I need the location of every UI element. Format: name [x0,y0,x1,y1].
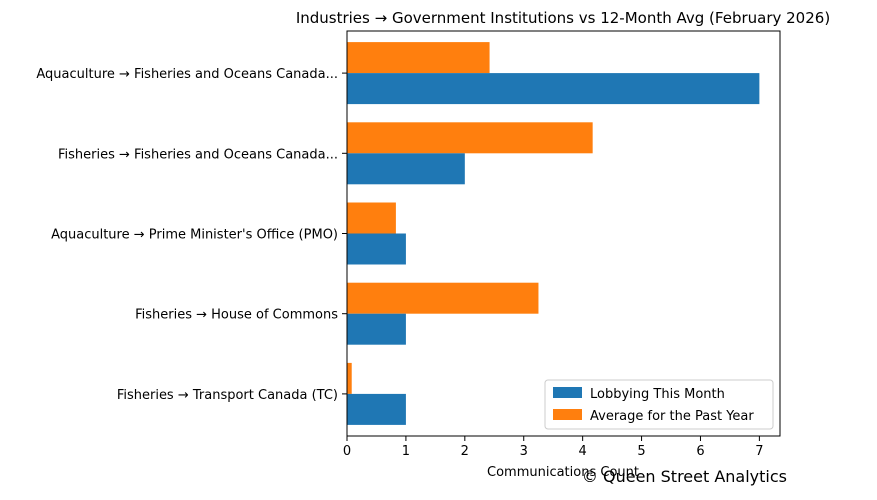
x-tick-label: 7 [755,444,763,459]
y-tick-label: Aquaculture → Prime Minister's Office (P… [51,228,338,243]
bar-this-month [347,313,406,345]
chart-title: Industries → Government Institutions vs … [296,9,830,27]
y-tick-label: Fisheries → Transport Canada (TC) [117,388,338,403]
x-tick-label: 4 [579,444,587,459]
x-tick-label: 1 [402,444,410,459]
bar-past-year-average [347,122,593,154]
bar-past-year-average [347,42,490,74]
legend: Lobbying This Month Average for the Past… [544,379,774,430]
legend-label-this-month: Lobbying This Month [590,387,725,402]
ticks-layer: Aquaculture → Fisheries and Oceans Canad… [36,67,763,459]
watermark-text: © Queen Street Analytics [582,467,787,486]
bars-layer [347,42,760,425]
x-tick-label: 0 [343,444,351,459]
y-tick-label: Fisheries → House of Commons [135,308,338,323]
bar-past-year-average [347,282,539,314]
legend-swatch-this-month [553,387,582,398]
bar-this-month [347,233,406,265]
legend-swatch-past-year [553,409,582,420]
bar-this-month [347,73,760,105]
bar-past-year-average [347,362,352,394]
bar-this-month [347,153,465,185]
legend-frame [544,379,774,430]
x-axis-label: Communications Count [487,465,639,480]
x-tick-label: 5 [637,444,645,459]
y-tick-label: Fisheries → Fisheries and Oceans Canada.… [58,147,338,162]
x-tick-label: 6 [696,444,704,459]
bar-this-month [347,393,406,425]
legend-label-past-year: Average for the Past Year [590,409,754,424]
x-tick-label: 2 [461,444,469,459]
x-tick-label: 3 [520,444,528,459]
bar-past-year-average [347,202,396,234]
y-tick-label: Aquaculture → Fisheries and Oceans Canad… [36,67,338,82]
